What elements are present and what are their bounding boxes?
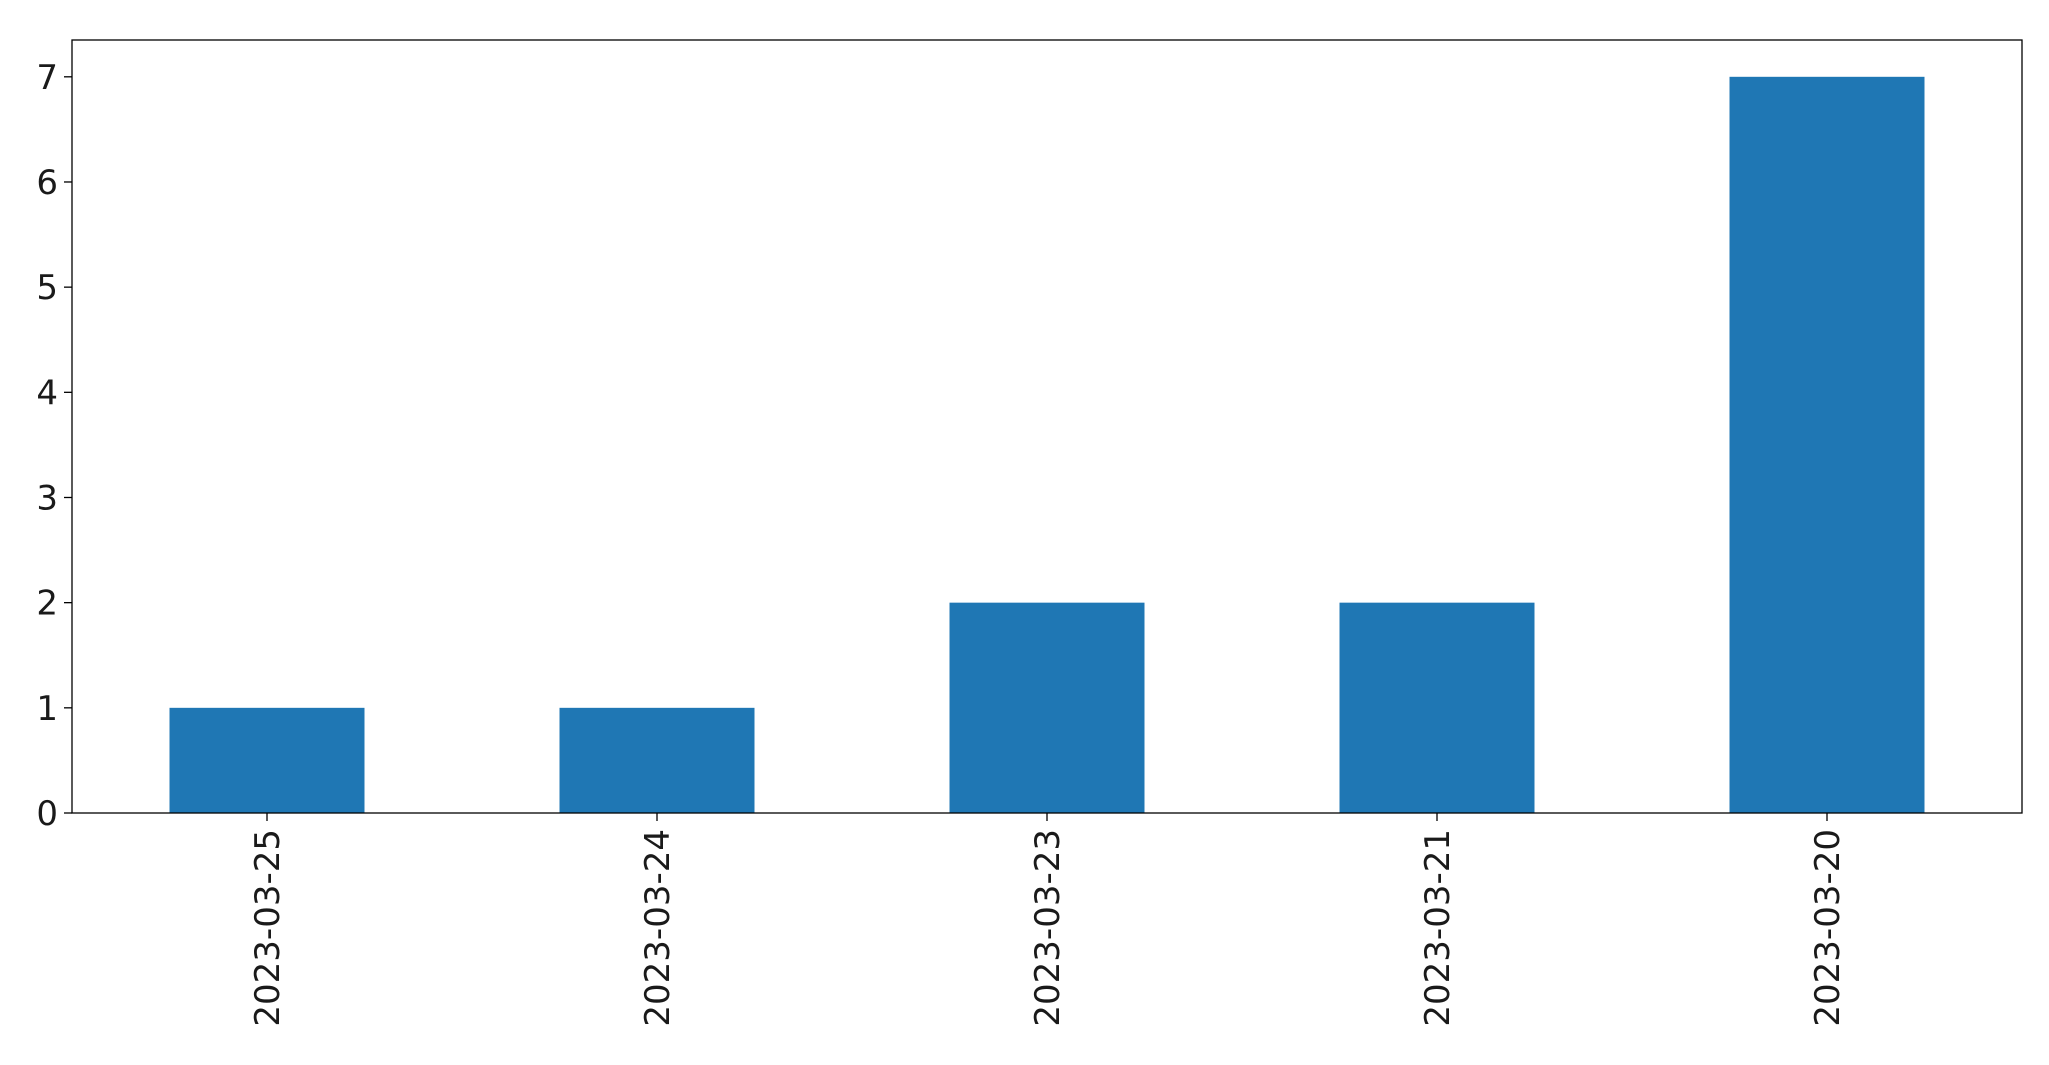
- bar-2023-03-25: [169, 707, 365, 813]
- bar-2023-03-21: [1339, 602, 1535, 813]
- bar-2023-03-20: [1729, 76, 1925, 814]
- x-tick-label-2023-03-24: 2023-03-24: [638, 829, 678, 1027]
- y-tick-label-1: 1: [36, 689, 58, 729]
- y-tick-label-0: 0: [36, 794, 58, 834]
- y-tick-label-5: 5: [36, 268, 58, 308]
- x-tick-label-2023-03-20: 2023-03-20: [1808, 829, 1848, 1027]
- y-axis: 0 1 2 3 4 5 6 7: [36, 58, 72, 834]
- x-tick-label-2023-03-25: 2023-03-25: [248, 829, 288, 1027]
- y-tick-label-6: 6: [36, 163, 58, 203]
- y-tick-label-4: 4: [36, 373, 58, 413]
- x-tick-label-2023-03-21: 2023-03-21: [1418, 829, 1458, 1027]
- bar-2023-03-23: [949, 602, 1145, 813]
- y-tick-label-3: 3: [36, 478, 58, 518]
- x-tick-label-2023-03-23: 2023-03-23: [1028, 829, 1068, 1027]
- x-axis: 2023-03-25 2023-03-24 2023-03-23 2023-03-21…: [248, 813, 1848, 1027]
- y-tick-label-2: 2: [36, 584, 58, 624]
- y-tick-label-7: 7: [36, 58, 58, 98]
- bars-layer: [169, 76, 1925, 814]
- bar-2023-03-24: [559, 707, 755, 813]
